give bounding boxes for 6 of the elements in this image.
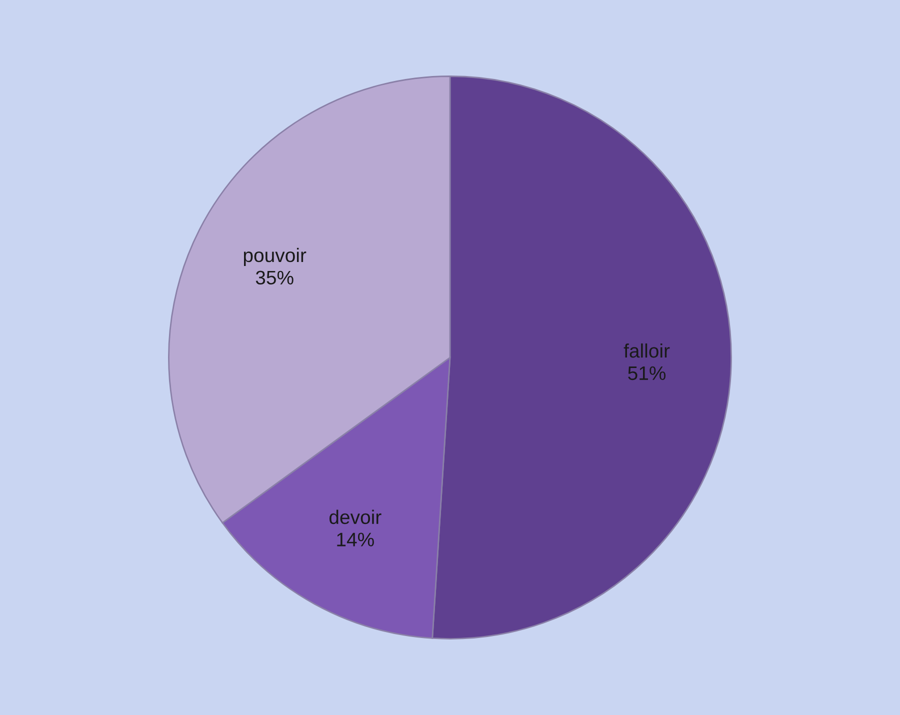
data-label: 51% xyxy=(628,366,666,380)
data-label: 14% xyxy=(337,532,374,546)
slice-label: pouvoir xyxy=(244,248,306,266)
slice-label: devoir xyxy=(329,510,382,524)
slice-label: falloir xyxy=(624,343,670,358)
data-label: 35% xyxy=(256,270,294,285)
